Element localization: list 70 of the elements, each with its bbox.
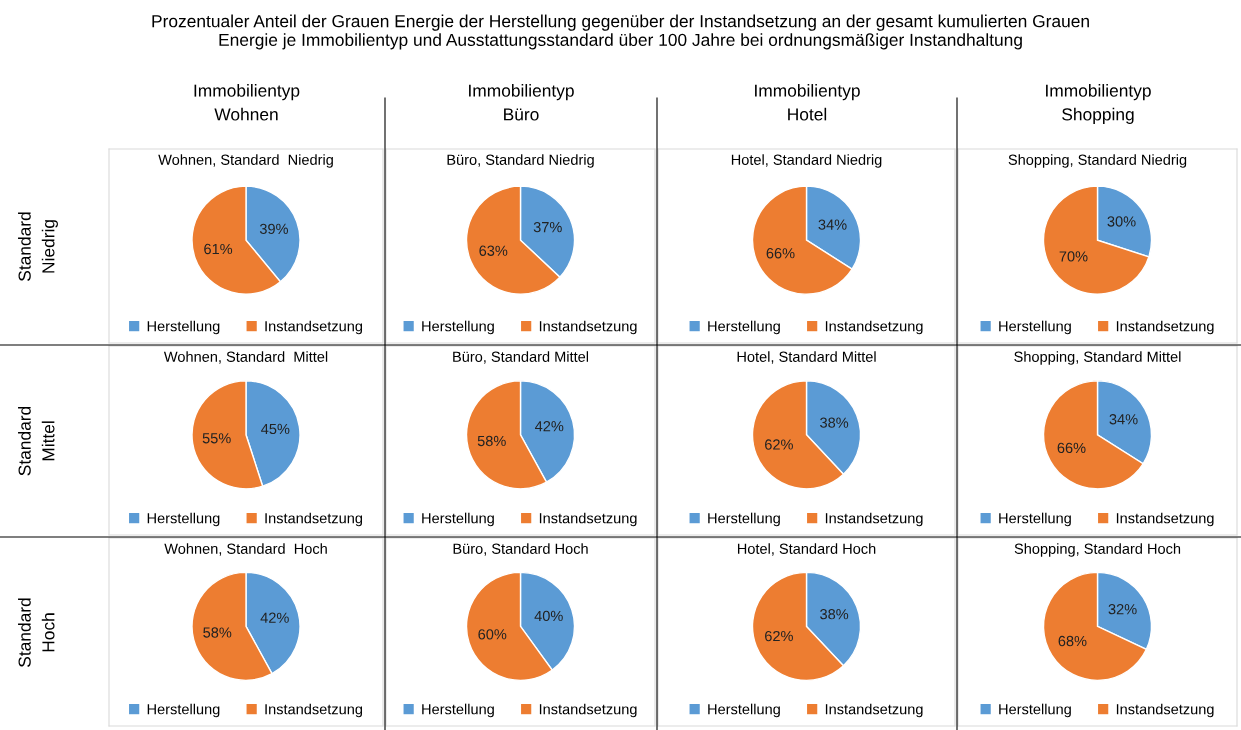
data-label: 58% bbox=[203, 627, 232, 638]
data-label: 62% bbox=[765, 630, 793, 642]
text: Standard Niedrig bbox=[18, 212, 58, 281]
chart-title: Hotel, Standard Niedrig bbox=[731, 154, 882, 168]
legend-label: Herstellung bbox=[147, 703, 220, 718]
legend-label: Instandsetzung bbox=[1116, 512, 1214, 527]
legend-label: Instandsetzung bbox=[825, 512, 923, 527]
legend-label: Herstellung bbox=[422, 320, 494, 335]
legend-label: Instandsetzung bbox=[265, 320, 363, 335]
data-label: 32% bbox=[1108, 604, 1137, 615]
data-label: 66% bbox=[1057, 442, 1086, 454]
legend-label: Instandsetzung bbox=[825, 703, 923, 718]
data-label: 38% bbox=[820, 609, 849, 620]
data-label: 37% bbox=[533, 221, 562, 233]
data-label: 34% bbox=[818, 219, 847, 230]
legend-label: Herstellung bbox=[999, 320, 1071, 335]
chart-title: Büro, Standard Niedrig bbox=[447, 154, 594, 168]
data-label: 68% bbox=[1058, 635, 1087, 647]
legend-label: Instandsetzung bbox=[539, 320, 637, 335]
legend-label: Instandsetzung bbox=[265, 703, 363, 718]
data-label: 40% bbox=[534, 610, 563, 622]
chart-title: Shopping, Standard Hoch bbox=[1014, 543, 1181, 557]
text: Prozentualer Anteil der Grauen Energie der Herstellung gegenüber der Instandsetzung an der gesamt kumulierten Grauen Energie je Immobilientyp und Ausstattungsstandard über 100 Jahre bei ordnungsmäßiger Instandhaltung bbox=[152, 14, 1089, 50]
legend-label: Instandsetzung bbox=[539, 512, 637, 527]
data-label: 70% bbox=[1059, 251, 1088, 262]
legend-label: Instandsetzung bbox=[265, 512, 363, 527]
data-label: 39% bbox=[259, 223, 289, 235]
chart-title: Wohnen, Standard Hoch bbox=[164, 543, 327, 556]
legend-label: Instandsetzung bbox=[825, 320, 923, 335]
data-label: 42% bbox=[535, 421, 564, 432]
text: Immobilientyp Wohnen bbox=[194, 84, 300, 121]
text: Immobilientyp Hotel bbox=[755, 84, 860, 121]
data-label: 30% bbox=[1107, 216, 1136, 227]
data-label: 58% bbox=[477, 435, 506, 447]
chart-title: Wohnen, Standard Mittel bbox=[163, 351, 328, 364]
legend-label: Herstellung bbox=[422, 512, 494, 527]
data-label: 45% bbox=[261, 423, 290, 435]
chart-title: Büro, Standard Hoch bbox=[453, 543, 588, 556]
data-label: 63% bbox=[479, 245, 508, 256]
legend-label: Herstellung bbox=[999, 512, 1071, 527]
legend-label: Instandsetzung bbox=[539, 703, 637, 718]
legend-label: Herstellung bbox=[147, 512, 220, 527]
data-label: 38% bbox=[820, 417, 849, 428]
data-label: 62% bbox=[765, 439, 793, 450]
chart-title: Shopping, Standard Niedrig bbox=[1008, 154, 1187, 168]
data-label: 55% bbox=[202, 433, 231, 444]
legend-label: Herstellung bbox=[999, 703, 1071, 718]
data-label: 60% bbox=[478, 629, 507, 640]
data-label: 42% bbox=[260, 612, 289, 623]
legend-label: Instandsetzung bbox=[1116, 320, 1214, 335]
pie-slice bbox=[1042, 571, 1148, 682]
chart-title: Büro, Standard Mittel bbox=[453, 351, 589, 364]
data-label: 61% bbox=[204, 243, 233, 255]
chart-title: Shopping, Standard Mittel bbox=[1014, 351, 1181, 365]
legend-label: Instandsetzung bbox=[1116, 703, 1214, 718]
legend-label: Herstellung bbox=[422, 703, 494, 718]
legend-label: Herstellung bbox=[147, 320, 220, 335]
text: Immobilientyp Büro bbox=[469, 84, 574, 121]
text: Immobilientyp Shopping bbox=[1046, 84, 1151, 124]
pie-slice bbox=[1042, 185, 1150, 295]
chart-title: Wohnen, Standard Niedrig bbox=[158, 154, 333, 168]
data-label: 66% bbox=[766, 248, 795, 259]
chart-title: Hotel, Standard Mittel bbox=[737, 351, 876, 364]
legend-label: Herstellung bbox=[708, 703, 780, 718]
chart-title: Hotel, Standard Hoch bbox=[737, 543, 876, 556]
text: Standard Hoch bbox=[18, 598, 55, 667]
data-label: 34% bbox=[1109, 414, 1138, 425]
text: Standard Mittel bbox=[18, 406, 55, 476]
legend-label: Herstellung bbox=[708, 512, 780, 527]
legend-label: Herstellung bbox=[708, 320, 780, 335]
